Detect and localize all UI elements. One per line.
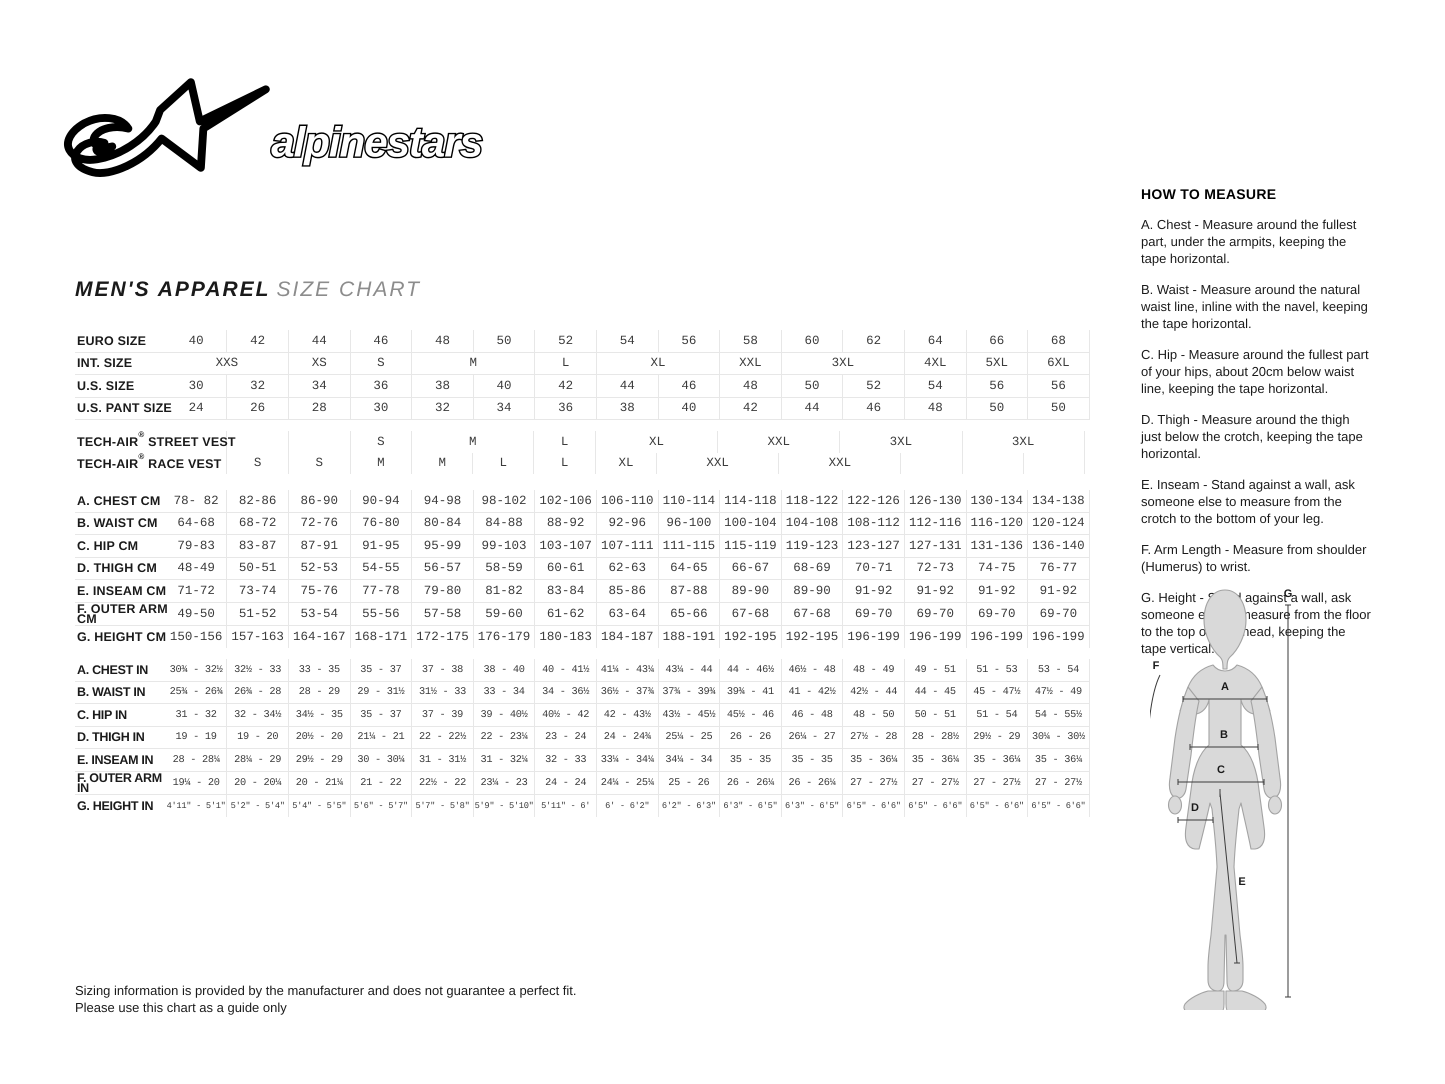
svg-text:B: B xyxy=(1220,729,1228,741)
svg-text:G: G xyxy=(1284,588,1293,600)
svg-text:A: A xyxy=(1221,681,1229,693)
svg-text:D: D xyxy=(1191,802,1199,814)
svg-text:F: F xyxy=(1153,660,1160,672)
svg-text:C: C xyxy=(1217,764,1225,776)
svg-text:alpinestars: alpinestars xyxy=(271,119,482,166)
svg-text:E: E xyxy=(1238,876,1245,888)
